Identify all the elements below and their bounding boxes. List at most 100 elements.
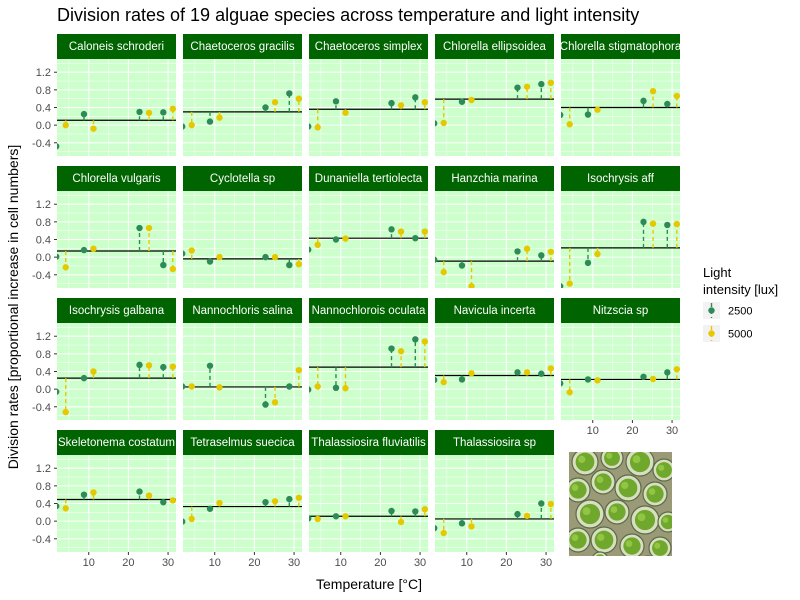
- point-2500: [412, 234, 419, 242]
- point-5000: [271, 99, 279, 106]
- point-5000: [440, 529, 447, 537]
- y-axis-title: Division rates [proportional increase in…: [5, 145, 21, 469]
- facet-strip: [57, 166, 176, 191]
- facet-strip: [183, 430, 302, 455]
- point-5000: [421, 99, 428, 106]
- x-tick-label: 30: [666, 425, 678, 437]
- point-2500: [183, 518, 186, 525]
- facet-panels: Caloneis schroderi Chaetoceros gracilis Ch…: [57, 34, 682, 552]
- point-2500: [435, 256, 438, 263]
- point-2500: [388, 99, 395, 107]
- facet-strip: [435, 430, 554, 455]
- point-2500: [57, 503, 60, 510]
- point-5000: [594, 377, 601, 384]
- point-5000: [440, 119, 447, 127]
- point-2500: [514, 510, 521, 518]
- point-5000: [90, 368, 97, 375]
- point-5000: [440, 378, 447, 386]
- y-tick-label: 0.8: [36, 217, 51, 229]
- facet-panel: Cyclotella sp: [183, 166, 302, 288]
- y-tick-label: 0.0: [36, 120, 51, 132]
- point-2500: [262, 498, 269, 506]
- point-2500: [435, 120, 438, 127]
- facet-strip-label: Chaetoceros simplex: [315, 41, 423, 53]
- point-5000: [594, 250, 601, 258]
- point-2500: [538, 370, 545, 377]
- point-5000: [468, 283, 475, 288]
- point-5000: [62, 264, 69, 271]
- y-tick-label: 0.0: [36, 384, 51, 396]
- point-2500: [80, 374, 88, 382]
- point-2500: [309, 246, 312, 253]
- point-5000: [673, 92, 680, 100]
- point-5000: [468, 370, 475, 377]
- point-2500: [286, 261, 293, 269]
- point-2500: [412, 336, 419, 343]
- point-2500: [584, 259, 592, 267]
- facet-panel: Nannochlorois oculata: [309, 298, 428, 420]
- point-2500: [206, 258, 214, 265]
- point-2500: [561, 111, 564, 119]
- x-axes: 10 20 30 10 20 30 10 20 30 10 20 30 10 20 30: [83, 420, 678, 569]
- point-2500: [309, 386, 312, 393]
- point-2500: [664, 221, 671, 229]
- point-5000: [62, 408, 69, 416]
- chart-title: Division rates of 19 alguae species acro…: [57, 5, 639, 25]
- algae-chloroplast: [594, 473, 612, 491]
- legend-key-point: [708, 330, 715, 337]
- algae-highlight: [596, 556, 600, 560]
- point-5000: [62, 505, 69, 512]
- x-tick-label: 20: [626, 425, 638, 437]
- point-5000: [169, 105, 176, 113]
- point-5000: [145, 492, 153, 499]
- facet-strip: [183, 298, 302, 323]
- point-5000: [145, 362, 153, 369]
- point-5000: [188, 247, 195, 254]
- point-5000: [216, 114, 223, 121]
- point-5000: [314, 383, 321, 390]
- facet-strip-label: Chlorella ellipsoidea: [443, 41, 547, 53]
- point-2500: [160, 261, 167, 269]
- x-axis-title: Temperature [°C]: [316, 576, 422, 592]
- point-2500: [584, 376, 592, 383]
- point-5000: [216, 253, 223, 261]
- point-2500: [412, 94, 419, 101]
- algae-cell: [592, 551, 608, 556]
- point-5000: [314, 241, 321, 248]
- algae-highlight: [610, 506, 618, 513]
- facet-panel: Skeletonema costatum: [57, 430, 176, 552]
- point-5000: [342, 235, 349, 242]
- point-5000: [523, 512, 531, 520]
- facet-strip: [309, 166, 428, 191]
- point-5000: [649, 87, 657, 95]
- facet-panel: Chlorella ellipsoidea: [435, 34, 554, 156]
- facet-panel: Chaetoceros gracilis: [183, 34, 302, 156]
- x-tick-label: 10: [335, 557, 347, 569]
- algae-highlight: [662, 517, 669, 523]
- facet-panel: Nannochloris salina: [183, 298, 302, 420]
- point-2500: [206, 362, 214, 369]
- point-2500: [206, 505, 214, 512]
- point-5000: [547, 79, 554, 87]
- facet-panel: Tetraselmus suecica: [183, 430, 302, 552]
- algae-chloroplast: [634, 509, 656, 531]
- algae-cell: [644, 555, 652, 556]
- point-5000: [397, 518, 405, 526]
- point-5000: [421, 506, 428, 513]
- x-tick-label: 30: [540, 557, 552, 569]
- x-tick-label: 30: [162, 557, 174, 569]
- point-2500: [136, 108, 143, 116]
- point-5000: [169, 497, 176, 504]
- point-5000: [314, 124, 321, 131]
- facet-strip: [309, 430, 428, 455]
- point-5000: [421, 338, 428, 345]
- algae-chloroplast: [604, 452, 620, 466]
- point-2500: [640, 373, 647, 380]
- point-5000: [271, 399, 279, 406]
- y-tick-label: -0.4: [32, 270, 51, 282]
- facet-panel: Thalassiosira fluviatilis: [309, 430, 428, 552]
- facet-panel: Chaetoceros simplex: [309, 34, 428, 156]
- point-5000: [145, 109, 153, 116]
- facet-strip-label: Tetraselmus suecica: [190, 437, 295, 449]
- algae-highlight: [637, 513, 646, 522]
